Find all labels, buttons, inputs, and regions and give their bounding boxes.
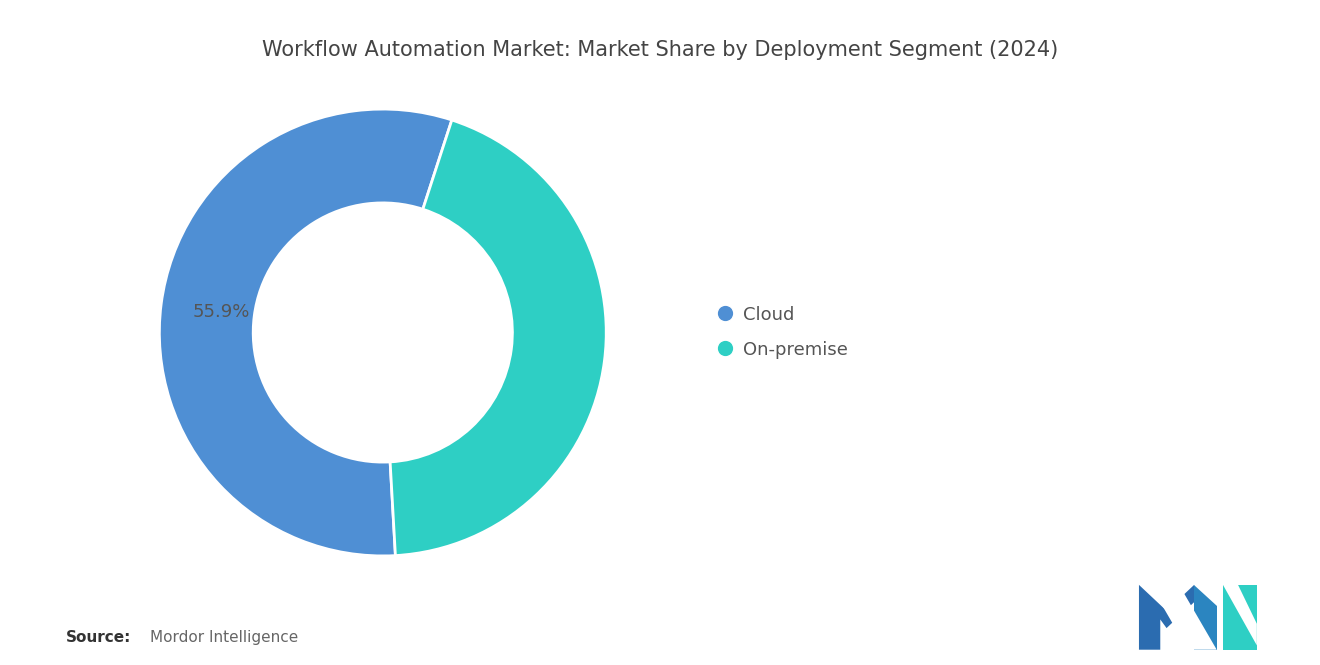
Polygon shape <box>1222 585 1257 650</box>
Text: Mordor Intelligence: Mordor Intelligence <box>150 630 298 645</box>
Polygon shape <box>1195 585 1217 650</box>
Polygon shape <box>1139 585 1195 650</box>
Text: 55.9%: 55.9% <box>193 303 249 321</box>
Polygon shape <box>1150 585 1217 650</box>
Wedge shape <box>391 120 606 555</box>
Wedge shape <box>160 109 451 556</box>
Legend: Cloud, On-premise: Cloud, On-premise <box>715 306 847 359</box>
Text: Source:: Source: <box>66 630 132 645</box>
Polygon shape <box>1222 585 1257 645</box>
Text: Workflow Automation Market: Market Share by Deployment Segment (2024): Workflow Automation Market: Market Share… <box>261 40 1059 60</box>
